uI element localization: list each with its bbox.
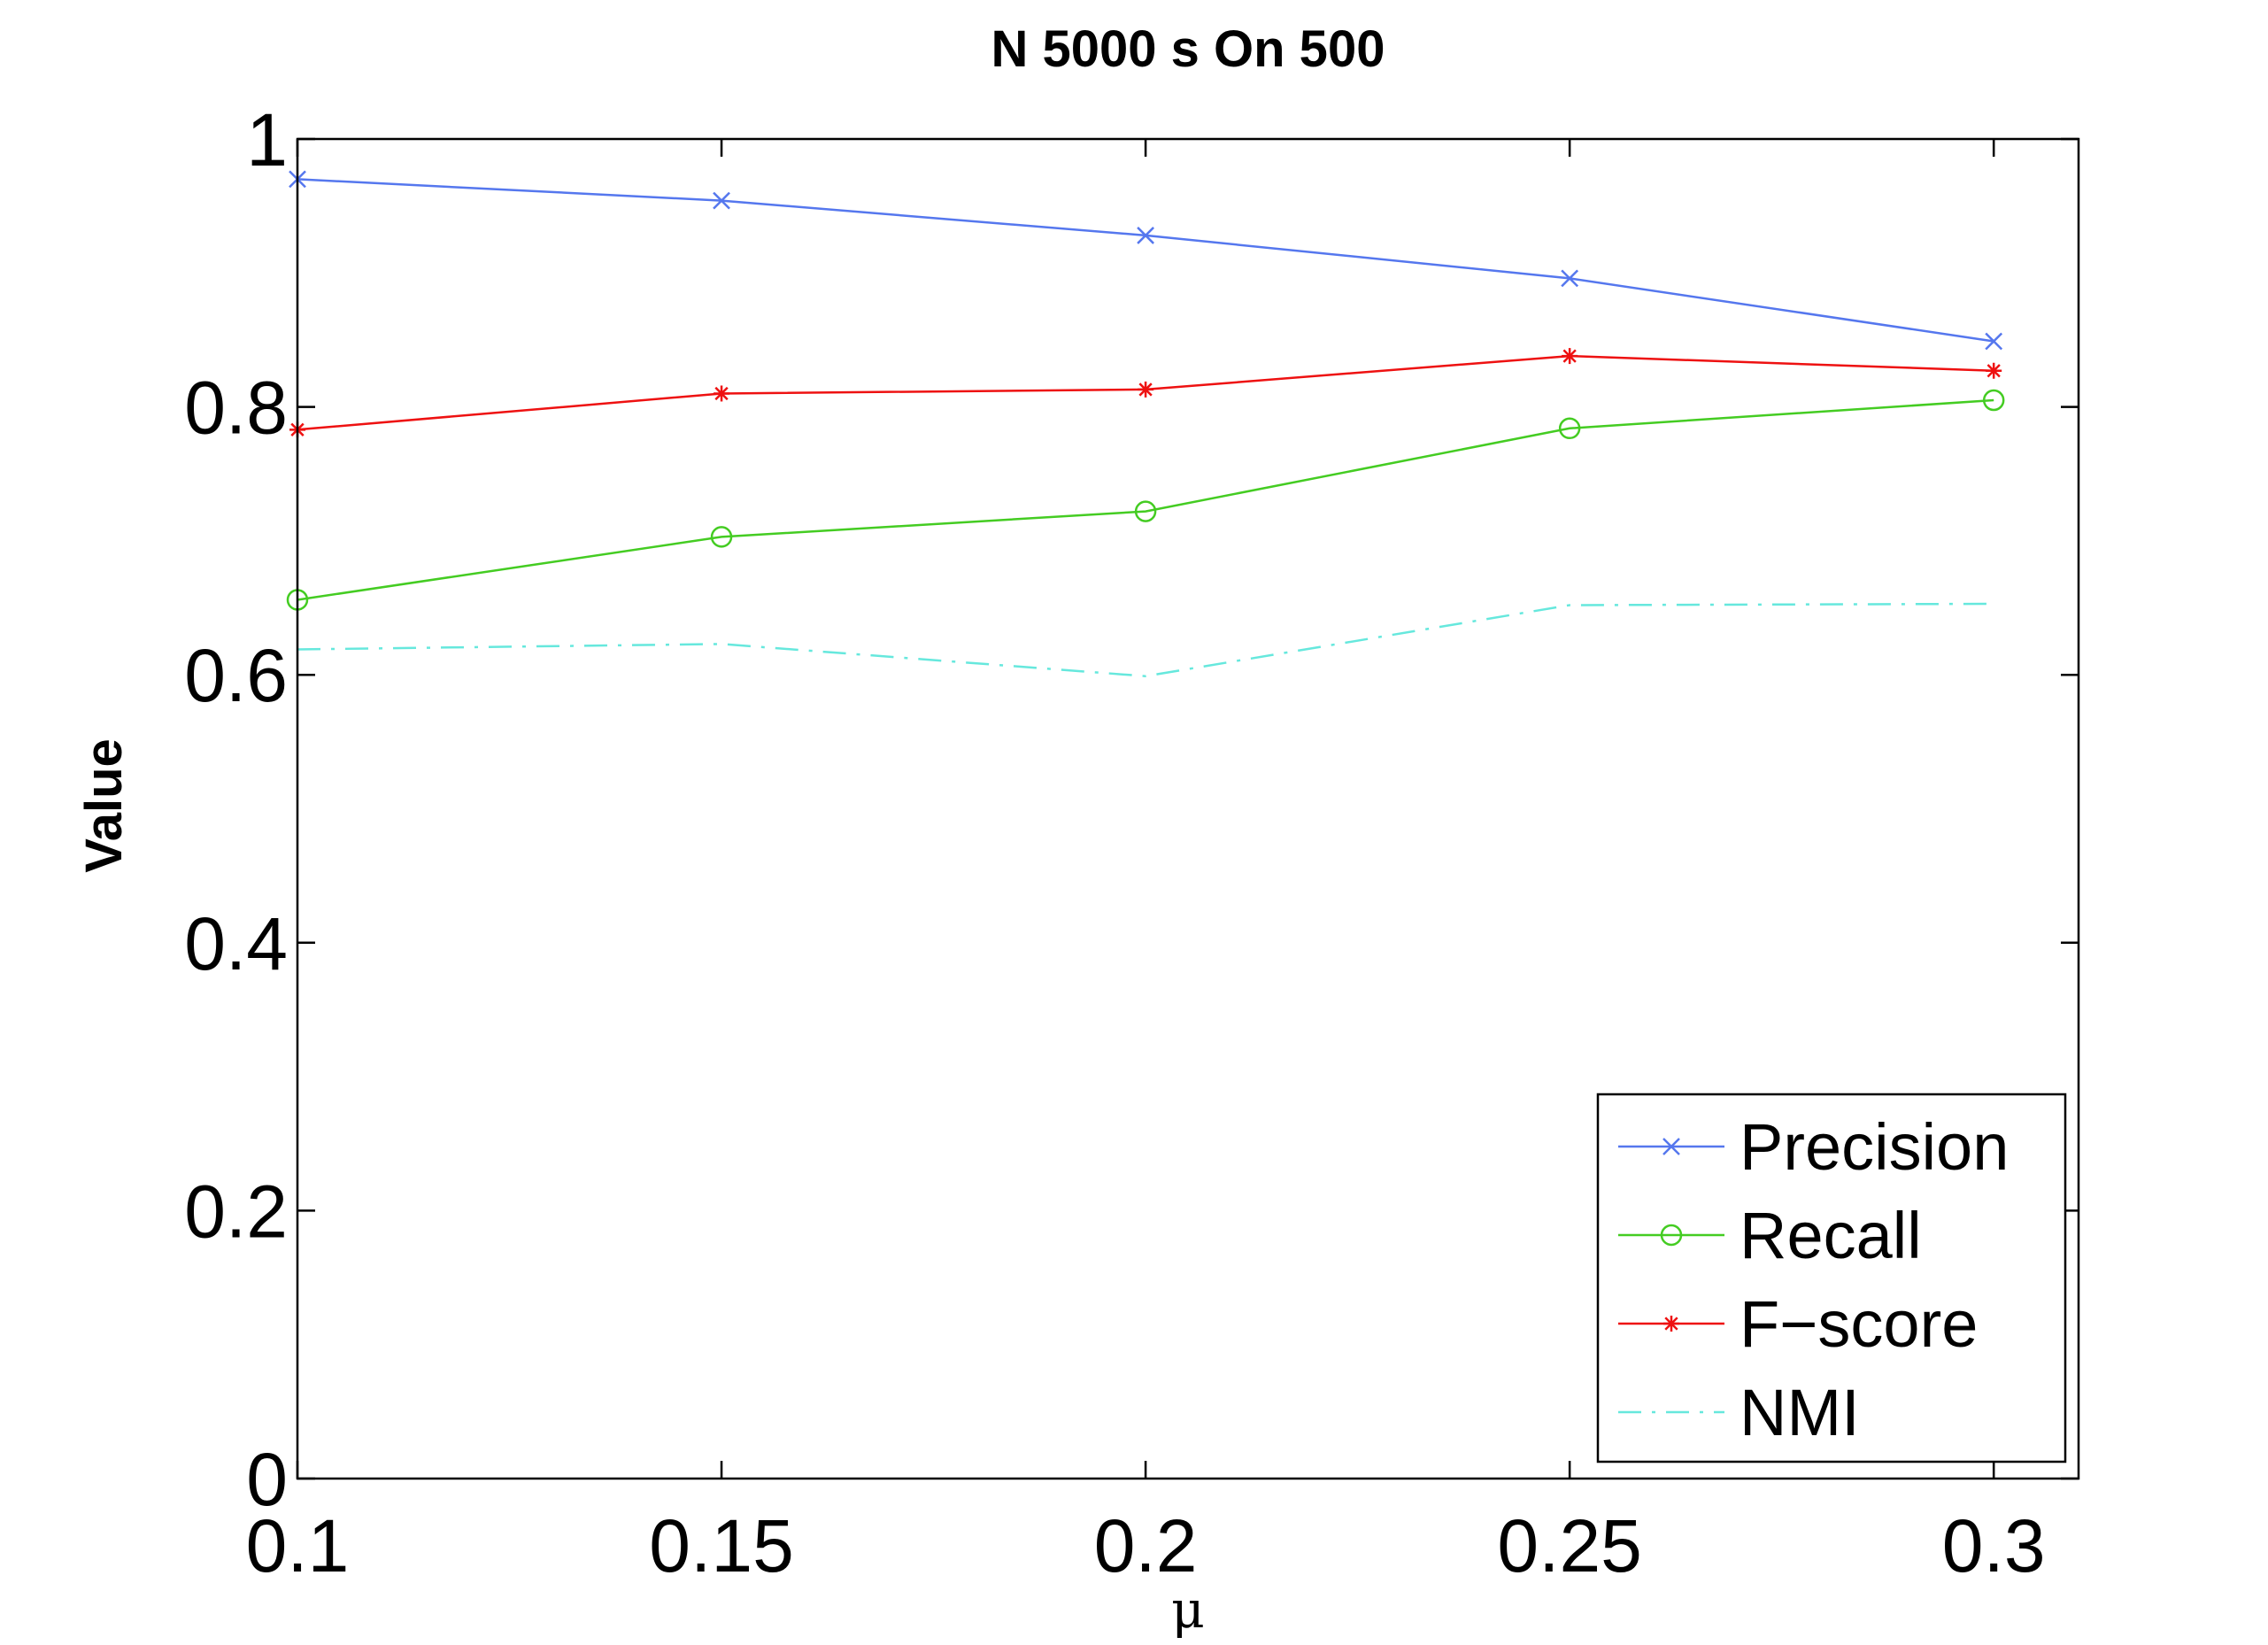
x-tick-label: 0.1 (246, 1504, 350, 1587)
x-axis-label: μ (1171, 1579, 1205, 1640)
x-tick-label: 0.2 (1094, 1504, 1198, 1587)
y-tick-label: 1 (246, 98, 288, 181)
series-line-nmi (297, 602, 1994, 677)
plot-area-frame (296, 137, 2080, 1480)
marker-stroke (1137, 227, 1154, 244)
data-point-recall (1558, 417, 1581, 440)
data-point-f-score (714, 385, 730, 402)
data-point-f-score (1986, 362, 2002, 379)
marker-stroke (714, 386, 729, 401)
legend-marker-f-score (1663, 1316, 1679, 1332)
y-tick-label: 0.6 (184, 634, 288, 717)
data-point-f-score (1138, 381, 1154, 398)
series-precision (289, 170, 2003, 351)
series-f-score (289, 348, 2002, 438)
series-nmi (297, 602, 1994, 677)
data-point-precision (1985, 332, 2003, 351)
y-tick-label: 0 (246, 1438, 288, 1521)
data-point-f-score (1562, 348, 1578, 365)
legend-item-f-score: F−score (1618, 1287, 1978, 1361)
data-point-precision (1137, 227, 1154, 244)
data-point-recall (1134, 500, 1157, 522)
chart-title: N 5000 s On 500 (991, 20, 1385, 78)
data-point-precision (713, 191, 730, 210)
marker-stroke (1562, 349, 1577, 363)
series-recall (286, 389, 2005, 611)
axis-ticks: 0.1 0.15 0.2 0.25 0.3 0 0.2 0.4 0.6 0.8 1 (184, 98, 2079, 1587)
legend-label-f-score: F−score (1740, 1287, 1978, 1361)
series-layer (286, 170, 2005, 677)
legend-label-precision: Precision (1740, 1110, 2009, 1184)
x-tick-label: 0.3 (1942, 1504, 2046, 1587)
marker-stroke (713, 191, 730, 210)
legend-item-nmi: NMI (1618, 1376, 1860, 1449)
x-tick-label: 0.25 (1497, 1504, 1642, 1587)
legend-marker-recall (1660, 1224, 1683, 1247)
legend-label-recall: Recall (1740, 1199, 1922, 1272)
series-line-precision (297, 178, 1994, 343)
legend-item-recall: Recall (1618, 1199, 1922, 1272)
legend: Precision Recall F−score NMI (1596, 1093, 2067, 1464)
legend-label-nmi: NMI (1740, 1376, 1860, 1449)
marker-stroke (1662, 1138, 1680, 1155)
y-tick-label: 0.2 (184, 1170, 288, 1253)
marker-stroke (1561, 269, 1579, 288)
marker-stroke (1138, 382, 1153, 397)
marker-stroke (1986, 364, 2001, 378)
series-line-recall (297, 398, 1994, 601)
legend-item-precision: Precision (1618, 1110, 2009, 1184)
marker-stroke (1664, 1317, 1678, 1331)
data-point-recall (1982, 389, 2005, 412)
marker-stroke (1985, 332, 2003, 351)
y-tick-label: 0.4 (184, 902, 288, 985)
x-tick-label: 0.15 (649, 1504, 794, 1587)
legend-marker-precision (1662, 1138, 1680, 1155)
y-axis-label: Value (75, 738, 133, 873)
data-point-recall (710, 526, 733, 548)
y-tick-label: 0.8 (184, 367, 288, 450)
legend-box (1596, 1093, 2067, 1464)
data-point-precision (1561, 269, 1579, 288)
